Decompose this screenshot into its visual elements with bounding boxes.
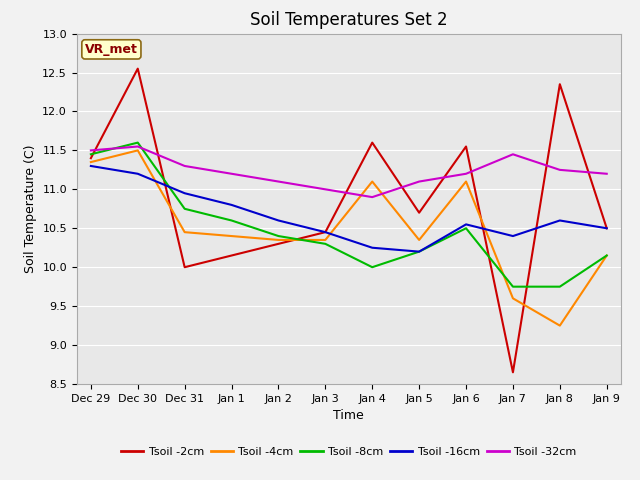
X-axis label: Time: Time	[333, 409, 364, 422]
Legend: Tsoil -2cm, Tsoil -4cm, Tsoil -8cm, Tsoil -16cm, Tsoil -32cm: Tsoil -2cm, Tsoil -4cm, Tsoil -8cm, Tsoi…	[116, 442, 581, 461]
Y-axis label: Soil Temperature (C): Soil Temperature (C)	[24, 144, 36, 273]
Title: Soil Temperatures Set 2: Soil Temperatures Set 2	[250, 11, 447, 29]
Text: VR_met: VR_met	[85, 43, 138, 56]
